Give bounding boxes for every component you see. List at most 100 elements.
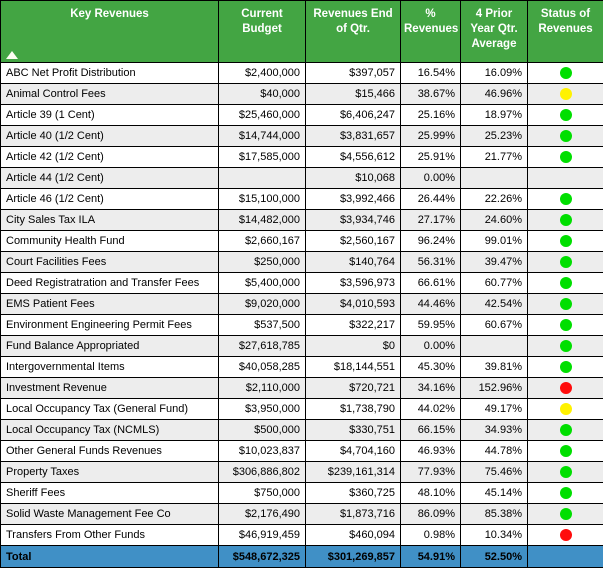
table-row[interactable]: Article 46 (1/2 Cent) $15,100,000 $3,992,4… — [0, 188, 603, 210]
table-row[interactable]: Article 44 (1/2 Cent) $10,068 0.00% — [0, 167, 603, 189]
column-header-current-budget[interactable]: Current Budget — [218, 0, 306, 63]
current-budget-cell: $46,919,459 — [218, 524, 306, 546]
status-cell — [527, 377, 603, 399]
status-dot-yellow — [559, 88, 572, 101]
prior-year-avg-cell: 45.14% — [460, 482, 528, 504]
pct-revenues-cell: 0.98% — [400, 524, 461, 546]
prior-year-avg-cell: 39.81% — [460, 356, 528, 378]
pct-revenues-cell: 25.16% — [400, 104, 461, 126]
prior-year-avg-cell: 22.26% — [460, 188, 528, 210]
table-row[interactable]: Article 42 (1/2 Cent) $17,585,000 $4,556,6… — [0, 146, 603, 168]
pct-revenues-cell: 25.99% — [400, 125, 461, 147]
table-row[interactable]: Solid Waste Management Fee Co $2,176,490 $… — [0, 503, 603, 525]
table-row[interactable]: Community Health Fund $2,660,167 $2,560,16… — [0, 230, 603, 252]
status-dot-green — [559, 508, 572, 521]
column-header-key-revenues[interactable]: Key Revenues — [0, 0, 219, 63]
table-row[interactable]: Other General Funds Revenues $10,023,837 $… — [0, 440, 603, 462]
table-row[interactable]: Local Occupancy Tax (General Fund) $3,950… — [0, 398, 603, 420]
column-header-status-of-revenues[interactable]: Status of Revenues — [527, 0, 603, 63]
status-dot-green — [559, 445, 572, 458]
current-budget-cell: $750,000 — [218, 482, 306, 504]
row-label: Property Taxes — [0, 461, 219, 483]
column-header-revenues-end-of-qtr[interactable]: Revenues End of Qtr. — [305, 0, 401, 63]
row-label: City Sales Tax ILA — [0, 209, 219, 231]
column-header-pct-revenues[interactable]: % Revenues — [400, 0, 461, 63]
revenues-end-of-qtr-cell: $1,738,790 — [305, 398, 401, 420]
status-cell — [527, 482, 603, 504]
current-budget-cell: $17,585,000 — [218, 146, 306, 168]
table-row[interactable]: Sheriff Fees $750,000 $360,725 48.10% 45.14% — [0, 482, 603, 504]
prior-year-avg-cell: 49.17% — [460, 398, 528, 420]
current-budget-cell: $5,400,000 — [218, 272, 306, 294]
revenues-end-of-qtr-cell: $140,764 — [305, 251, 401, 273]
current-budget-cell: $25,460,000 — [218, 104, 306, 126]
row-label: Other General Funds Revenues — [0, 440, 219, 462]
status-cell — [527, 293, 603, 315]
current-budget-cell: $14,744,000 — [218, 125, 306, 147]
status-dot-green — [559, 67, 572, 80]
table-row[interactable]: Court Facilities Fees $250,000 $140,764 56.… — [0, 251, 603, 273]
current-budget-cell: $10,023,837 — [218, 440, 306, 462]
table-row[interactable]: EMS Patient Fees $9,020,000 $4,010,593 44.4… — [0, 293, 603, 315]
revenues-end-of-qtr-cell: $0 — [305, 335, 401, 357]
table-row[interactable]: Property Taxes $306,886,802 $239,161,314 77… — [0, 461, 603, 483]
status-cell — [527, 461, 603, 483]
prior-year-avg-cell: 25.23% — [460, 125, 528, 147]
status-cell — [527, 335, 603, 357]
column-header-label: Status of Revenues — [538, 8, 593, 35]
revenues-end-of-qtr-cell: $330,751 — [305, 419, 401, 441]
table-row[interactable]: Environment Engineering Permit Fees $537,… — [0, 314, 603, 336]
row-label: Local Occupancy Tax (NCMLS) — [0, 419, 219, 441]
status-dot-green — [559, 487, 572, 500]
table-row[interactable]: Transfers From Other Funds $46,919,459 $46… — [0, 524, 603, 546]
prior-year-avg-cell: 60.77% — [460, 272, 528, 294]
status-cell — [527, 167, 603, 189]
pct-revenues-cell: 25.91% — [400, 146, 461, 168]
table-row[interactable]: Intergovernmental Items $40,058,285 $18,14… — [0, 356, 603, 378]
prior-year-avg-cell: 24.60% — [460, 209, 528, 231]
table-row[interactable]: City Sales Tax ILA $14,482,000 $3,934,746 2… — [0, 209, 603, 231]
prior-year-avg-cell: 75.46% — [460, 461, 528, 483]
table-row[interactable]: Animal Control Fees $40,000 $15,466 38.67% 4… — [0, 83, 603, 105]
row-label: Solid Waste Management Fee Co — [0, 503, 219, 525]
current-budget-cell: $14,482,000 — [218, 209, 306, 231]
pct-revenues-cell: 86.09% — [400, 503, 461, 525]
prior-year-avg-cell: 152.96% — [460, 377, 528, 399]
table-row[interactable]: Article 39 (1 Cent) $25,460,000 $6,406,247… — [0, 104, 603, 126]
status-cell — [527, 62, 603, 84]
row-label: ABC Net Profit Distribution — [0, 62, 219, 84]
row-label: Animal Control Fees — [0, 83, 219, 105]
revenues-end-of-qtr-cell: $10,068 — [305, 167, 401, 189]
row-label: Article 42 (1/2 Cent) — [0, 146, 219, 168]
current-budget-cell: $250,000 — [218, 251, 306, 273]
table-row[interactable]: Fund Balance Appropriated $27,618,785 $0 0.… — [0, 335, 603, 357]
table-row[interactable]: Article 40 (1/2 Cent) $14,744,000 $3,831,6… — [0, 125, 603, 147]
header-row: Key Revenues Current Budget Revenues End… — [0, 0, 603, 63]
pct-revenues-cell: 48.10% — [400, 482, 461, 504]
pct-revenues-cell: 27.17% — [400, 209, 461, 231]
prior-year-avg-cell: 46.96% — [460, 83, 528, 105]
pct-revenues-cell: 0.00% — [400, 167, 461, 189]
row-label: Article 44 (1/2 Cent) — [0, 167, 219, 189]
row-label: Article 46 (1/2 Cent) — [0, 188, 219, 210]
current-budget-cell: $9,020,000 — [218, 293, 306, 315]
revenues-end-of-qtr-cell: $460,094 — [305, 524, 401, 546]
total-revenues-end-of-qtr: $301,269,857 — [305, 545, 401, 568]
table-row[interactable]: Deed Registratration and Transfer Fees $5… — [0, 272, 603, 294]
table-row[interactable]: ABC Net Profit Distribution $2,400,000 $39… — [0, 62, 603, 84]
total-label: Total — [0, 545, 219, 568]
table-row[interactable]: Investment Revenue $2,110,000 $720,721 34.1… — [0, 377, 603, 399]
status-dot-green — [559, 361, 572, 374]
prior-year-avg-cell: 44.78% — [460, 440, 528, 462]
prior-year-avg-cell: 39.47% — [460, 251, 528, 273]
prior-year-avg-cell: 21.77% — [460, 146, 528, 168]
revenues-end-of-qtr-cell: $4,704,160 — [305, 440, 401, 462]
status-dot-green — [559, 214, 572, 227]
pct-revenues-cell: 77.93% — [400, 461, 461, 483]
current-budget-cell: $2,176,490 — [218, 503, 306, 525]
revenues-end-of-qtr-cell: $322,217 — [305, 314, 401, 336]
table-row[interactable]: Local Occupancy Tax (NCMLS) $500,000 $330,… — [0, 419, 603, 441]
row-label: Deed Registratration and Transfer Fees — [0, 272, 219, 294]
column-header-prior-year-qtr-average[interactable]: 4 Prior Year Qtr. Average — [460, 0, 528, 63]
pct-revenues-cell: 44.46% — [400, 293, 461, 315]
